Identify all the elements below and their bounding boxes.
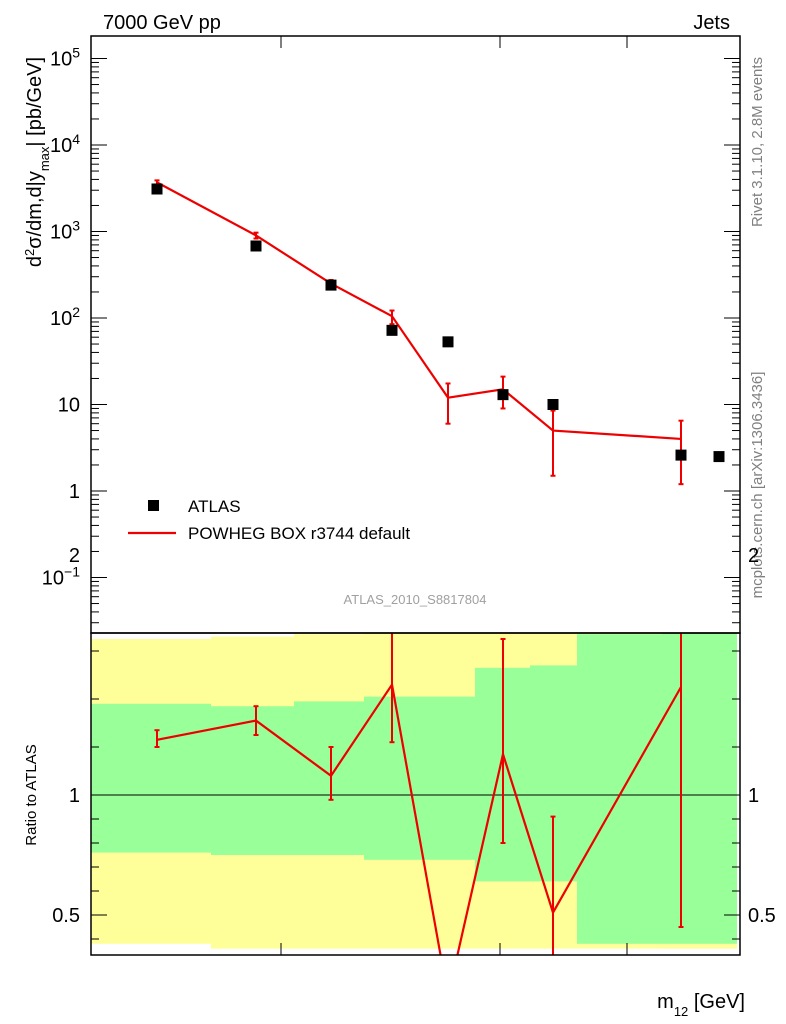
main-plot-frame [90,35,741,634]
y-tick-label: 105 [50,45,80,71]
data-point-marker [713,451,725,463]
legend-label-data: ATLAS [188,497,241,516]
data-point-marker [250,240,262,252]
header-left-label: 7000 GeV pp [103,12,221,34]
mcplots-reference-label: mcplots.cern.ch [arXiv:1306.3436] [749,372,766,599]
data-point-marker [547,399,559,410]
uncertainty-band-inner [294,701,364,855]
ratio-y-tick-label-right: 1 [748,785,759,807]
mc-series-line [156,181,682,441]
analysis-id-label: ATLAS_2010_S8817804 [344,592,487,607]
ratio-plot-frame [90,632,741,956]
data-point-marker [497,389,509,401]
ratio-y-tick-label-right: 2 [748,545,759,567]
y-tick-label: 10 [58,395,80,417]
ratio-y-axis-label: Ratio to ATLAS [23,744,40,845]
rivet-version-label: Rivet 3.1.10, 2.8M events [749,57,766,227]
header-right-label: Jets [693,12,730,34]
data-point-marker [151,183,163,195]
uncertainty-band-inner [211,706,294,855]
y-tick-label: 1 [69,481,80,503]
y-tick-label: 102 [50,304,80,330]
ratio-y-tick-label: 1 [69,785,80,807]
legend-label-mc: POWHEG BOX r3744 default [188,524,410,543]
data-point-marker [675,449,687,461]
x-axis-label: m12 [GeV] [657,991,745,1019]
ratio-y-tick-label: 2 [69,545,80,567]
data-point-marker [386,324,398,336]
y-tick-label: 104 [50,131,80,157]
data-point-marker [325,279,337,291]
uncertainty-band-inner [91,703,211,853]
ratio-series-line [156,681,682,955]
uncertainty-band-inner [577,634,662,944]
ratio-y-tick-label-right: 0.5 [748,905,776,927]
y-tick-label: 103 [50,218,80,244]
uncertainty-band-inner [662,633,737,944]
data-point-marker [442,336,454,348]
legend-marker-data [148,500,159,511]
main-y-axis-label: d2σ/dm,d|ymax| [pb/GeV] [22,57,52,267]
y-tick-label: 10−1 [42,564,80,590]
ratio-y-tick-label: 0.5 [52,905,80,927]
